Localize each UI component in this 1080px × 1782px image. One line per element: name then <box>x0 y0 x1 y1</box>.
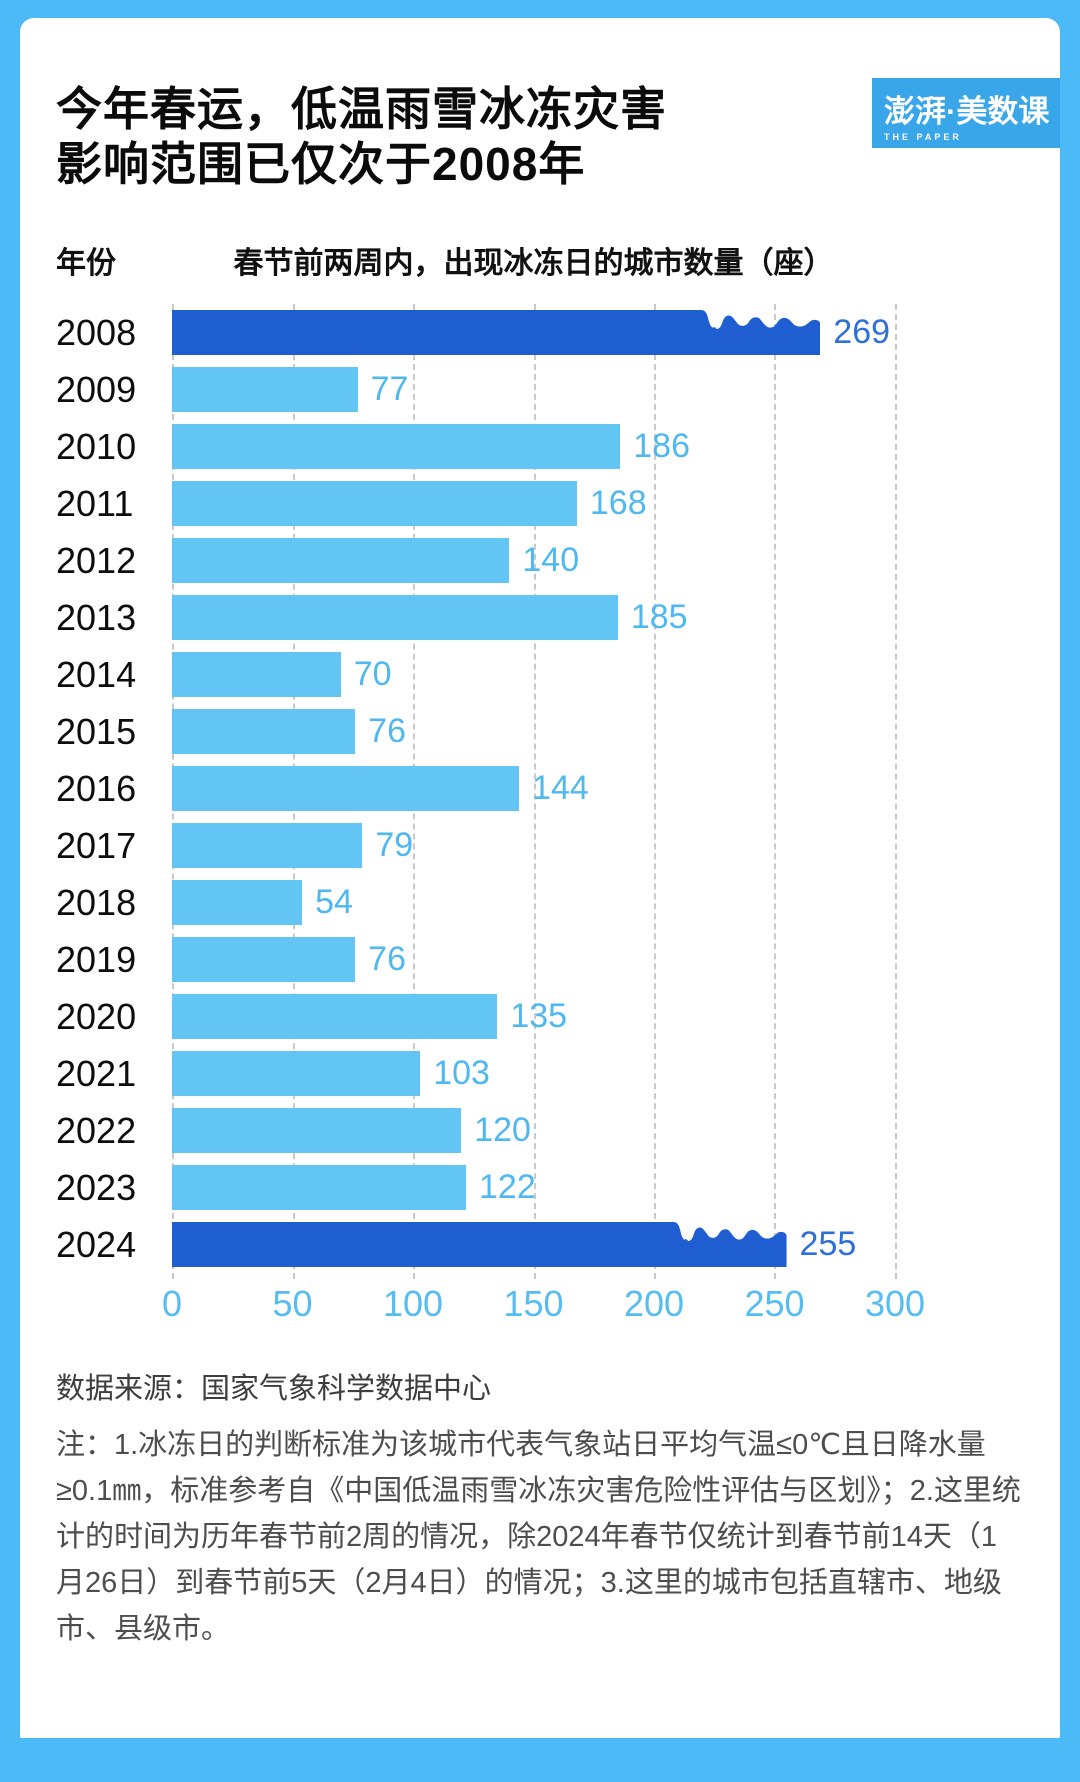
chart-row-2009: 2009 77 <box>56 361 895 418</box>
year-label: 2012 <box>56 539 137 581</box>
x-axis: 0 50 100 150 200 250 300 <box>162 1273 925 1337</box>
chart-row-2020: 2020 135 <box>56 988 895 1045</box>
page-title-line2: 影响范围已仅次于2008年 <box>56 138 586 191</box>
chart-subtitle: 春节前两周内，出现冰冻日的城市数量（座） <box>233 247 834 281</box>
x-tick: 50 <box>272 1283 313 1325</box>
year-label: 2017 <box>56 824 137 866</box>
bar-2009 <box>172 367 358 413</box>
bar-value: 103 <box>433 1054 490 1093</box>
bar-value: 144 <box>532 769 589 808</box>
footnotes: 注：1.冰冻日的判断标准为该城市代表气象站日平均气温≤0℃且日降水量≥0.1㎜，… <box>56 1429 1021 1645</box>
bar-2021 <box>172 1051 421 1097</box>
chart-row-2021: 2021 103 <box>56 1045 895 1102</box>
page-title-line1: 今年春运，低温雨雪冰冻灾害 <box>56 83 667 135</box>
bar-value: 255 <box>799 1225 857 1264</box>
year-label: 2016 <box>56 767 137 809</box>
bar-2022 <box>172 1108 462 1154</box>
chart-row-2018: 2018 54 <box>56 874 895 931</box>
bar-2024-melting-icicle <box>172 1222 787 1268</box>
chart-row-2015: 2015 76 <box>56 703 895 760</box>
bar-2014 <box>172 652 341 698</box>
bar-value: 186 <box>633 427 690 466</box>
x-tick: 300 <box>864 1283 926 1325</box>
bar-value: 122 <box>479 1168 536 1207</box>
bar-chart: 2008 269 2009 77 2010 <box>56 304 897 1280</box>
bar-2023 <box>172 1165 467 1211</box>
bar-value: 76 <box>368 940 406 979</box>
bar-2013 <box>172 595 618 641</box>
bar-value: 77 <box>370 370 409 409</box>
year-label: 2013 <box>56 596 137 638</box>
bar-value: 70 <box>353 655 392 694</box>
year-label: 2021 <box>56 1052 137 1094</box>
x-tick: 200 <box>623 1283 685 1325</box>
chart-row-2010: 2010 186 <box>56 418 895 475</box>
brand-logo-text: 澎湃·美数课 <box>884 94 1050 129</box>
bar-2016 <box>172 766 520 812</box>
year-label: 2014 <box>56 653 137 695</box>
year-label: 2024 <box>56 1223 137 1265</box>
year-label: 2018 <box>56 881 137 923</box>
bar-value: 168 <box>589 484 647 523</box>
chart-row-2022: 2022 120 <box>56 1102 895 1159</box>
x-tick: 100 <box>382 1283 444 1325</box>
year-label: 2010 <box>56 425 137 467</box>
x-tick: 150 <box>503 1283 564 1325</box>
chart-row-2008: 2008 269 <box>56 304 895 361</box>
brand-logo-subtext: THE PAPER <box>884 132 962 142</box>
chart-row-2014: 2014 70 <box>56 646 895 703</box>
bar-value: 76 <box>368 712 406 751</box>
brand-logo: 澎湃·美数课 THE PAPER <box>872 78 1060 148</box>
bar-2017 <box>172 823 363 869</box>
x-tick: 0 <box>161 1283 183 1325</box>
bar-value: 140 <box>522 541 580 580</box>
data-source: 数据来源：国家气象科学数据中心 <box>56 1373 492 1406</box>
year-label: 2019 <box>56 938 137 980</box>
chart-row-2016: 2016 144 <box>56 760 895 817</box>
bar-value: 269 <box>833 313 891 352</box>
bar-2018 <box>172 880 303 926</box>
bar-2010 <box>172 424 621 470</box>
bar-value: 185 <box>630 598 688 637</box>
year-label: 2009 <box>56 368 137 410</box>
bar-2015 <box>172 709 356 755</box>
page-title: 今年春运，低温雨雪冰冻灾害 影响范围已仅次于2008年 <box>56 82 1024 192</box>
bar-2012 <box>172 538 510 584</box>
chart-row-2019: 2019 76 <box>56 931 895 988</box>
chart-row-2012: 2012 140 <box>56 532 895 589</box>
year-label: 2022 <box>56 1109 137 1151</box>
bar-value: 135 <box>510 997 568 1036</box>
chart-row-2023: 2023 122 <box>56 1159 895 1216</box>
bar-value: 79 <box>375 826 414 865</box>
infographic-card: 澎湃·美数课 THE PAPER 今年春运，低温雨雪冰冻灾害 影响范围已仅次于20… <box>20 18 1060 1738</box>
year-label: 2020 <box>56 995 137 1037</box>
bar-2020 <box>172 994 498 1040</box>
year-label: 2023 <box>56 1166 137 1208</box>
chart-row-2024: 2024 255 <box>56 1216 895 1273</box>
melting-ice-bar-shape <box>172 1222 787 1268</box>
chart-row-2013: 2013 185 <box>56 589 895 646</box>
bar-value: 120 <box>474 1111 531 1150</box>
chart-row-2011: 2011 168 <box>56 475 895 532</box>
x-tick: 250 <box>744 1283 805 1325</box>
melting-ice-bar-shape <box>172 310 821 356</box>
bar-2008-melting-icicle <box>172 310 821 356</box>
chart-row-2017: 2017 79 <box>56 817 895 874</box>
bar-2019 <box>172 937 356 983</box>
year-label: 2011 <box>56 482 134 524</box>
year-label: 2008 <box>56 311 137 353</box>
year-label: 2015 <box>56 710 137 752</box>
bar-value: 54 <box>315 883 353 922</box>
gridline <box>895 304 897 1280</box>
chart-header: 年份 春节前两周内，出现冰冻日的城市数量（座） <box>56 238 1024 282</box>
bar-2011 <box>172 481 577 527</box>
year-column-header: 年份 <box>56 247 116 281</box>
